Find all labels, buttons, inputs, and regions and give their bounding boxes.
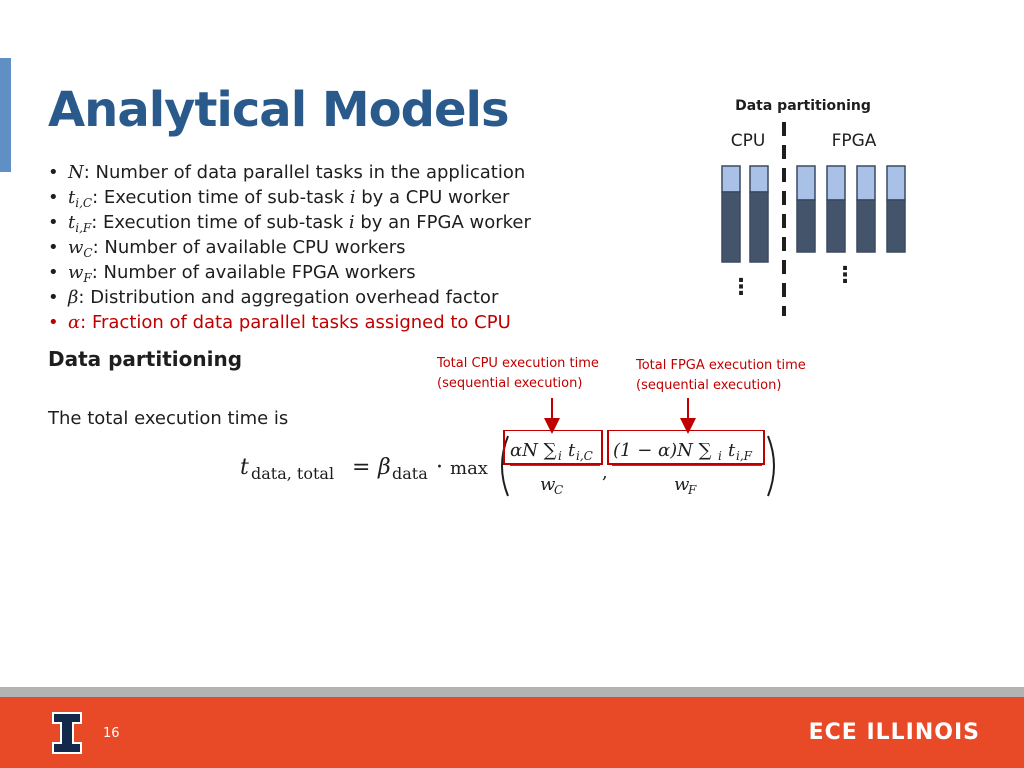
subscript: i,C xyxy=(75,196,93,210)
bullet-t-i-c: • ti,C: Execution time of sub-task i by … xyxy=(48,185,531,210)
bullet-text: by a CPU worker xyxy=(355,187,510,208)
fpga-worker-bar xyxy=(856,165,876,253)
eq-fpga-denominator: w xyxy=(674,474,690,495)
bullet-alpha: • α: Fraction of data parallel tasks ass… xyxy=(48,310,531,335)
eq-cpu-den-sub: C xyxy=(554,483,563,497)
footer-divider xyxy=(0,687,1024,697)
bullet-dot: • xyxy=(48,237,59,258)
eq-cpu-t: t xyxy=(568,440,576,461)
subscript: C xyxy=(83,246,93,260)
cpu-annotation-line1: Total CPU execution time xyxy=(437,356,599,371)
bullet-text: by an FPGA worker xyxy=(354,212,531,233)
bullet-text: : Number of available CPU workers xyxy=(92,237,406,258)
bullet-text: : Number of available FPGA workers xyxy=(91,262,416,283)
bullet-text: : Execution time of sub-task xyxy=(92,187,350,208)
cpu-highlight-box xyxy=(503,430,603,465)
bullet-dot: • xyxy=(48,187,59,208)
fpga-highlight-box xyxy=(607,430,765,465)
definition-list: • N: Number of data parallel tasks in th… xyxy=(48,160,531,335)
page-number: 16 xyxy=(103,726,120,741)
section-heading: Data partitioning xyxy=(48,347,243,371)
eq-lhs-sub: data, total xyxy=(251,464,334,483)
eq-right-paren xyxy=(767,435,775,497)
bullet-n: • N: Number of data parallel tasks in th… xyxy=(48,160,531,185)
symbol: β xyxy=(68,287,79,308)
symbol: i xyxy=(349,187,356,208)
data-partitioning-diagram: Data partitioning CPU FPGA ⋮ ⋮ xyxy=(721,98,906,316)
fpga-annotation: Total FPGA execution time (sequential ex… xyxy=(636,356,806,396)
fpga-annotation-line2: (sequential execution) xyxy=(636,378,782,393)
symbol: t xyxy=(68,187,76,208)
eq-fpga-den-sub: F xyxy=(687,483,697,497)
eq-fpga-t: t xyxy=(728,440,736,461)
fpga-worker-bar xyxy=(826,165,846,253)
illinois-block-i-logo xyxy=(52,712,82,754)
cpu-worker-bar xyxy=(749,165,769,263)
eq-fpga-sum-sub: i xyxy=(718,449,722,463)
footer-bar xyxy=(0,697,1024,768)
bullet-w-c: • wC: Number of available CPU workers xyxy=(48,235,531,260)
bullet-dot: • xyxy=(48,262,59,283)
bullet-dot: • xyxy=(48,287,59,308)
fpga-annotation-line1: Total FPGA execution time xyxy=(636,358,806,373)
eq-fpga-numerator: (1 − α)N ∑ xyxy=(613,440,712,461)
cpu-annotation-line2: (sequential execution) xyxy=(437,376,583,391)
bullet-dot: • xyxy=(48,212,59,233)
left-accent-bar xyxy=(0,58,11,172)
bullet-text: : Fraction of data parallel tasks assign… xyxy=(80,312,511,333)
diagram-title: Data partitioning xyxy=(735,98,871,114)
bullet-dot: • xyxy=(48,312,59,333)
diagram-cpu-label: CPU xyxy=(731,131,766,151)
eq-equals: = xyxy=(352,455,370,480)
symbol: t xyxy=(68,212,76,233)
symbol: α xyxy=(68,312,81,333)
bullet-beta: • β: Distribution and aggregation overhe… xyxy=(48,285,531,310)
bullet-t-i-f: • ti,F: Execution time of sub-task i by … xyxy=(48,210,531,235)
bullet-text: : Distribution and aggregation overhead … xyxy=(78,287,499,308)
eq-cpu-denominator: w xyxy=(540,474,556,495)
bullet-dot: • xyxy=(48,162,59,183)
total-time-equation: t data, total = β data · max αN ∑ i t i,… xyxy=(240,430,775,497)
eq-comma: , xyxy=(602,462,608,483)
cpu-annotation: Total CPU execution time (sequential exe… xyxy=(437,354,599,394)
symbol: N xyxy=(68,162,84,183)
eq-fpga-t-sub: i,F xyxy=(736,449,753,463)
eq-cpu-numerator: αN ∑ xyxy=(510,440,557,461)
total-time-text: The total execution time is xyxy=(48,408,289,429)
eq-left-paren xyxy=(501,435,509,497)
eq-cpu-sum-sub: i xyxy=(558,449,562,463)
symbol: w xyxy=(68,262,84,283)
bullet-w-f: • wF: Number of available FPGA workers xyxy=(48,260,531,285)
cpu-ellipsis: ⋮ xyxy=(730,275,752,300)
eq-beta-sub: data xyxy=(392,464,428,483)
eq-cpu-t-sub: i,C xyxy=(576,449,593,463)
symbol: i xyxy=(348,212,355,233)
fpga-worker-bar xyxy=(796,165,816,253)
subscript: F xyxy=(83,271,92,285)
diagram-fpga-label: FPGA xyxy=(832,131,877,151)
eq-dot: · xyxy=(436,455,443,480)
symbol: w xyxy=(68,237,84,258)
slide-title: Analytical Models xyxy=(48,82,510,138)
brand-wordmark: ECE ILLINOIS xyxy=(808,720,980,745)
subscript: i,F xyxy=(75,221,92,235)
cpu-worker-bar xyxy=(721,165,741,263)
eq-max: max xyxy=(450,458,488,479)
fpga-ellipsis: ⋮ xyxy=(834,263,856,288)
eq-beta: β xyxy=(377,455,391,480)
fpga-worker-bar xyxy=(886,165,906,253)
eq-lhs-var: t xyxy=(240,455,249,480)
bullet-text: : Number of data parallel tasks in the a… xyxy=(83,162,526,183)
bullet-text: : Execution time of sub-task xyxy=(91,212,349,233)
